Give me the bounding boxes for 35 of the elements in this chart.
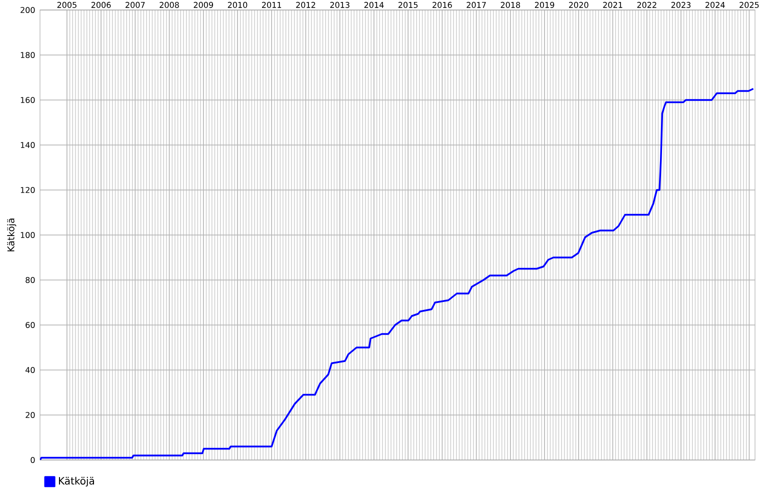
y-tick-label: 0 [30,456,35,464]
x-tick-label: 2008 [160,2,179,8]
x-tick-label: 2017 [466,2,486,8]
x-tick-label: 2021 [603,2,622,8]
line-series [40,88,754,460]
y-axis-title: Kätköjä [7,218,16,252]
x-tick-label: 2014 [364,2,384,8]
x-tick-label: 2018 [500,2,520,8]
x-tick-label: 2023 [671,2,691,8]
x-tick-label: 2011 [262,2,282,8]
x-tick-label: 2005 [57,2,76,8]
y-tick-label: 80 [26,276,35,284]
y-tick-label: 60 [26,322,35,328]
y-tick-label: 20 [26,412,35,418]
y-tick-label: 140 [20,142,35,148]
x-tick-label: 2024 [706,2,725,8]
x-tick-label: 2016 [432,2,452,8]
x-tick-label: 2022 [637,2,656,8]
x-tick-label: 2025 [740,2,759,8]
y-tick-label: 40 [26,366,35,374]
x-tick-label: 2007 [126,2,145,8]
x-tick-label: 2019 [534,2,554,8]
x-tick-label: 2012 [296,2,316,8]
y-tick-label: 180 [20,52,35,58]
x-tick-label: 2009 [194,2,214,8]
legend-label: Kätköjä [58,476,94,487]
y-tick-label: 100 [20,232,35,238]
y-tick-label: 120 [20,186,35,194]
x-tick-label: 2013 [330,2,350,8]
x-tick-label: 2010 [228,2,248,8]
x-tick-label: 2006 [91,2,111,8]
x-tick-label: 2020 [569,2,588,8]
y-tick-label: 200 [20,6,35,14]
y-tick-label: 160 [20,96,35,104]
x-tick-label: 2015 [398,2,418,8]
